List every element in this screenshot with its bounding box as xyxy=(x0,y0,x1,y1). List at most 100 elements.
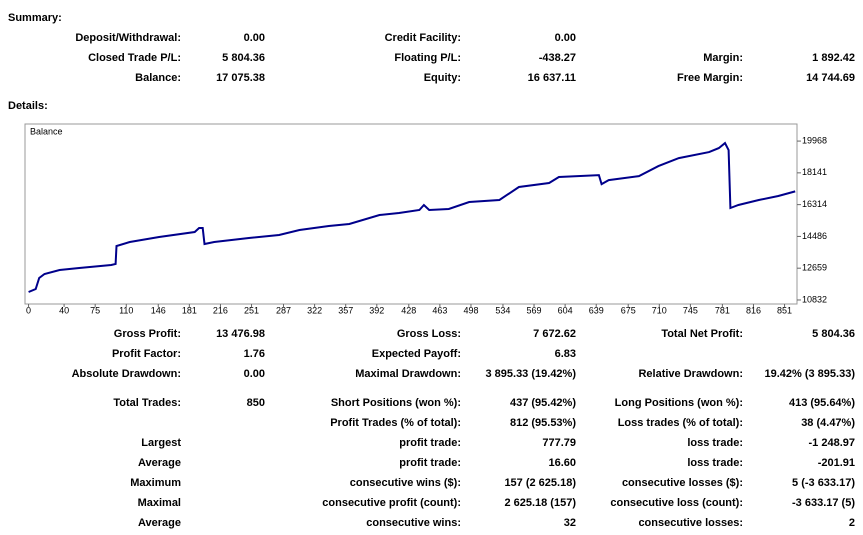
x-tick-label: 0 xyxy=(26,305,31,315)
field-value: 16 637.11 xyxy=(528,72,576,84)
field-value: 32 xyxy=(564,517,576,529)
field-value: 850 xyxy=(247,397,265,409)
field-label: Floating P/L: xyxy=(394,52,461,64)
field-label: Loss trades (% of total): xyxy=(618,417,743,429)
summary-title: Summary: xyxy=(8,12,62,24)
field-value: 2 625.18 (157) xyxy=(504,497,576,509)
x-tick-label: 463 xyxy=(432,305,447,315)
field-label: Equity: xyxy=(424,72,461,84)
field-value: 7 672.62 xyxy=(533,328,576,340)
details-title: Details: xyxy=(8,100,48,112)
field-value: 3 895.33 (19.42%) xyxy=(485,368,576,380)
field-label: consecutive wins ($): xyxy=(350,477,461,489)
field-label: profit trade: xyxy=(399,437,461,449)
x-tick-label: 745 xyxy=(683,305,698,315)
x-tick-label: 110 xyxy=(119,305,133,315)
field-label: Margin: xyxy=(703,52,743,64)
field-label: consecutive profit (count): xyxy=(322,497,461,509)
x-tick-label: 146 xyxy=(151,305,166,315)
field-value: 13 476.98 xyxy=(216,328,265,340)
field-label: Maximum xyxy=(130,477,181,489)
field-value: 777.79 xyxy=(542,437,576,449)
field-value: 16.60 xyxy=(548,457,576,469)
field-label: Short Positions (won %): xyxy=(331,397,461,409)
chart-frame xyxy=(24,123,798,305)
field-label: Average xyxy=(138,457,181,469)
field-label: loss trade: xyxy=(687,437,743,449)
field-value: 19.42% (3 895.33) xyxy=(764,368,855,380)
field-value: 413 (95.64%) xyxy=(789,397,855,409)
field-value: -3 633.17 (5) xyxy=(792,497,855,509)
y-tick-label: 18141 xyxy=(802,167,827,177)
field-value: 14 744.69 xyxy=(806,72,855,84)
field-label: consecutive loss (count): xyxy=(610,497,743,509)
field-label: Average xyxy=(138,517,181,529)
field-label: Long Positions (won %): xyxy=(615,397,743,409)
balance-line xyxy=(28,141,796,293)
field-value: 0.00 xyxy=(555,32,576,44)
field-label: Credit Facility: xyxy=(385,32,461,44)
y-tick-label: 14486 xyxy=(802,231,827,241)
field-label: Profit Trades (% of total): xyxy=(330,417,461,429)
x-tick-label: 181 xyxy=(182,305,197,315)
x-tick-label: 675 xyxy=(621,305,636,315)
field-label: Maximal Drawdown: xyxy=(355,368,461,380)
field-label: Total Net Profit: xyxy=(661,328,743,340)
field-label: Gross Profit: xyxy=(114,328,181,340)
field-value: 157 (2 625.18) xyxy=(504,477,576,489)
x-tick-label: 216 xyxy=(213,305,228,315)
x-tick-label: 251 xyxy=(244,305,259,315)
y-tick-label: 10832 xyxy=(802,294,827,304)
field-label: Profit Factor: xyxy=(112,348,181,360)
x-tick-label: 75 xyxy=(90,305,100,315)
field-label: loss trade: xyxy=(687,457,743,469)
chart-title: Balance xyxy=(30,126,63,136)
field-label: Relative Drawdown: xyxy=(638,368,743,380)
field-value: 0.00 xyxy=(244,32,265,44)
field-value: 17 075.38 xyxy=(216,72,265,84)
x-tick-label: 710 xyxy=(652,305,667,315)
y-tick-label: 16314 xyxy=(802,199,827,209)
field-label: Maximal xyxy=(138,497,181,509)
x-tick-label: 534 xyxy=(495,305,510,315)
field-value: 5 804.36 xyxy=(222,52,265,64)
y-tick-label: 12659 xyxy=(802,263,827,273)
field-value: 6.83 xyxy=(555,348,576,360)
field-value: 437 (95.42%) xyxy=(510,397,576,409)
field-value: 812 (95.53%) xyxy=(510,417,576,429)
field-value: -201.91 xyxy=(818,457,855,469)
x-tick-label: 781 xyxy=(715,305,730,315)
field-label: consecutive wins: xyxy=(366,517,461,529)
field-value: 2 xyxy=(849,517,855,529)
field-value: -1 248.97 xyxy=(809,437,855,449)
field-label: Gross Loss: xyxy=(397,328,461,340)
field-label: Expected Payoff: xyxy=(372,348,461,360)
y-tick-label: 19968 xyxy=(802,135,827,145)
field-value: 1 892.42 xyxy=(812,52,855,64)
field-label: Balance: xyxy=(135,72,181,84)
x-tick-label: 40 xyxy=(59,305,69,315)
field-label: Total Trades: xyxy=(113,397,181,409)
field-label: Largest xyxy=(141,437,181,449)
field-value: 5 (-3 633.17) xyxy=(792,477,855,489)
field-value: 5 804.36 xyxy=(812,328,855,340)
field-label: consecutive losses ($): xyxy=(622,477,743,489)
field-label: Absolute Drawdown: xyxy=(72,368,181,380)
field-value: 38 (4.47%) xyxy=(801,417,855,429)
field-label: profit trade: xyxy=(399,457,461,469)
x-tick-label: 357 xyxy=(338,305,353,315)
field-value: -438.27 xyxy=(539,52,576,64)
x-tick-label: 851 xyxy=(777,305,792,315)
x-tick-label: 639 xyxy=(589,305,604,315)
field-label: Free Margin: xyxy=(677,72,743,84)
x-tick-label: 816 xyxy=(746,305,761,315)
x-tick-label: 428 xyxy=(401,305,416,315)
x-tick-label: 498 xyxy=(463,305,478,315)
x-tick-label: 322 xyxy=(307,305,322,315)
field-value: 1.76 xyxy=(244,348,265,360)
field-value: 0.00 xyxy=(244,368,265,380)
x-tick-label: 569 xyxy=(527,305,542,315)
field-label: Closed Trade P/L: xyxy=(88,52,181,64)
x-tick-label: 392 xyxy=(369,305,384,315)
